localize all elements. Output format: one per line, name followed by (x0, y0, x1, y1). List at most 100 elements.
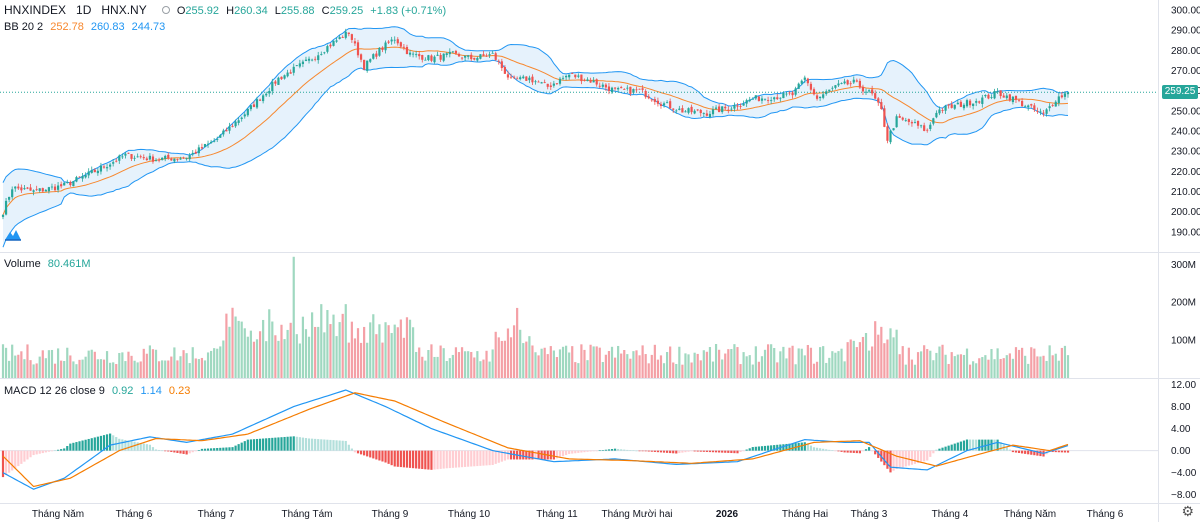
macd-histogram-bar (381, 450, 384, 462)
candle-body (500, 61, 503, 69)
macd-histogram-bar (825, 449, 828, 451)
volume-bar (901, 346, 904, 378)
volume-bar (359, 342, 363, 378)
volume-bar (855, 347, 858, 378)
tradingview-logo-icon[interactable] (4, 228, 22, 242)
time-axis-label: Tháng Năm (1004, 509, 1056, 520)
volume-legend[interactable]: Volume 80.461M (4, 257, 95, 271)
volume-bar (586, 360, 589, 378)
candle-body (565, 75, 568, 78)
volume-bar (962, 354, 966, 378)
candle-body (433, 56, 436, 63)
macd-histogram-bar (693, 450, 696, 452)
candle-body (109, 164, 112, 167)
bb-upper-line (2, 26, 1069, 184)
macd-histogram-bar (473, 450, 476, 467)
candle-body (491, 52, 494, 54)
volume-bar (252, 341, 256, 378)
volume-bar (509, 337, 513, 378)
candle-body (353, 41, 357, 44)
volume-bar (959, 354, 962, 378)
macd-histogram-bar (482, 450, 485, 466)
symbol-label[interactable]: HNXINDEX (4, 3, 67, 17)
macd-histogram-bar (672, 450, 675, 454)
candle-body (525, 76, 528, 81)
macd-histogram-bar (815, 447, 819, 451)
candle-body (130, 154, 133, 159)
macd-histogram-bar (314, 438, 317, 451)
volume-bar (975, 363, 978, 378)
macd-histogram-bar (1024, 450, 1027, 454)
candle-body (378, 47, 381, 56)
volume-bar (965, 348, 969, 378)
candle-body (470, 54, 473, 60)
volume-bar (35, 363, 38, 378)
candle-body (886, 126, 889, 141)
macd-histogram-bar (283, 436, 286, 451)
volume-bar (941, 344, 944, 378)
candle-body (797, 83, 800, 89)
bb-legend[interactable]: BB 20 2 252.78 260.83 244.73 (4, 20, 169, 34)
candle-body (1051, 105, 1054, 106)
macd-histogram-bar (206, 448, 210, 451)
volume-bar (179, 356, 182, 378)
macd-histogram-bar (708, 450, 712, 453)
macd-histogram-bar (990, 439, 993, 451)
macd-histogram-bar (436, 450, 439, 470)
candle-body (390, 39, 393, 42)
macd-histogram-bar (806, 443, 809, 451)
volume-bar (1054, 353, 1057, 378)
interval-label[interactable]: 1D (76, 3, 92, 17)
macd-histogram-bar (522, 450, 525, 460)
macd-histogram-bar (1014, 450, 1018, 453)
price-axis-tick: 240.00 (1171, 127, 1200, 138)
volume-bar (913, 364, 917, 378)
volume-bar (846, 342, 849, 378)
volume-bar (476, 351, 479, 378)
volume-bar (944, 354, 947, 378)
macd-histogram-bar (274, 437, 277, 451)
macd-histogram-bar (962, 440, 966, 451)
settings-gear-icon[interactable]: ⚙ (1181, 503, 1194, 519)
macd-histogram-bar (788, 443, 791, 451)
bb-label: BB 20 2 (4, 21, 44, 33)
candle-body (170, 158, 173, 161)
volume-bar (23, 359, 26, 378)
candle-body (644, 90, 647, 98)
volume-bar (130, 355, 133, 378)
volume-bar (592, 346, 595, 378)
volume-bar (635, 350, 638, 378)
volume-bar (491, 349, 494, 378)
macd-histogram-bar (540, 450, 543, 460)
macd-histogram-bar (592, 450, 595, 452)
candle-body (962, 104, 966, 109)
macd-histogram-bar (528, 450, 531, 460)
volume-bar (320, 304, 323, 378)
volume-bar (935, 352, 938, 378)
candle-body (751, 98, 754, 100)
volume-bar (990, 349, 993, 378)
volume-bar (662, 363, 666, 378)
volume-bar (987, 359, 990, 378)
volume-bar (1033, 348, 1036, 378)
volume-bar (200, 357, 204, 378)
candle-body (219, 135, 222, 138)
volume-bar (840, 348, 843, 378)
volume-bar (210, 350, 213, 378)
candle-body (314, 58, 317, 60)
bb-basis-value: 252.78 (50, 21, 84, 33)
macd-histogram-bar (415, 450, 418, 469)
macd-histogram-bar (678, 450, 681, 454)
volume-bar (467, 351, 470, 378)
macd-histogram-bar (757, 446, 761, 451)
macd-histogram-bar (295, 436, 298, 451)
volume-bar (672, 362, 675, 378)
volume-bar (721, 359, 724, 378)
volume-bar (968, 364, 972, 378)
candle-body (861, 86, 865, 92)
volume-bar (770, 344, 773, 378)
macd-legend[interactable]: MACD 12 26 close 9 0.92 1.14 0.23 (4, 384, 194, 398)
candle-body (473, 57, 476, 60)
candle-body (617, 88, 620, 90)
